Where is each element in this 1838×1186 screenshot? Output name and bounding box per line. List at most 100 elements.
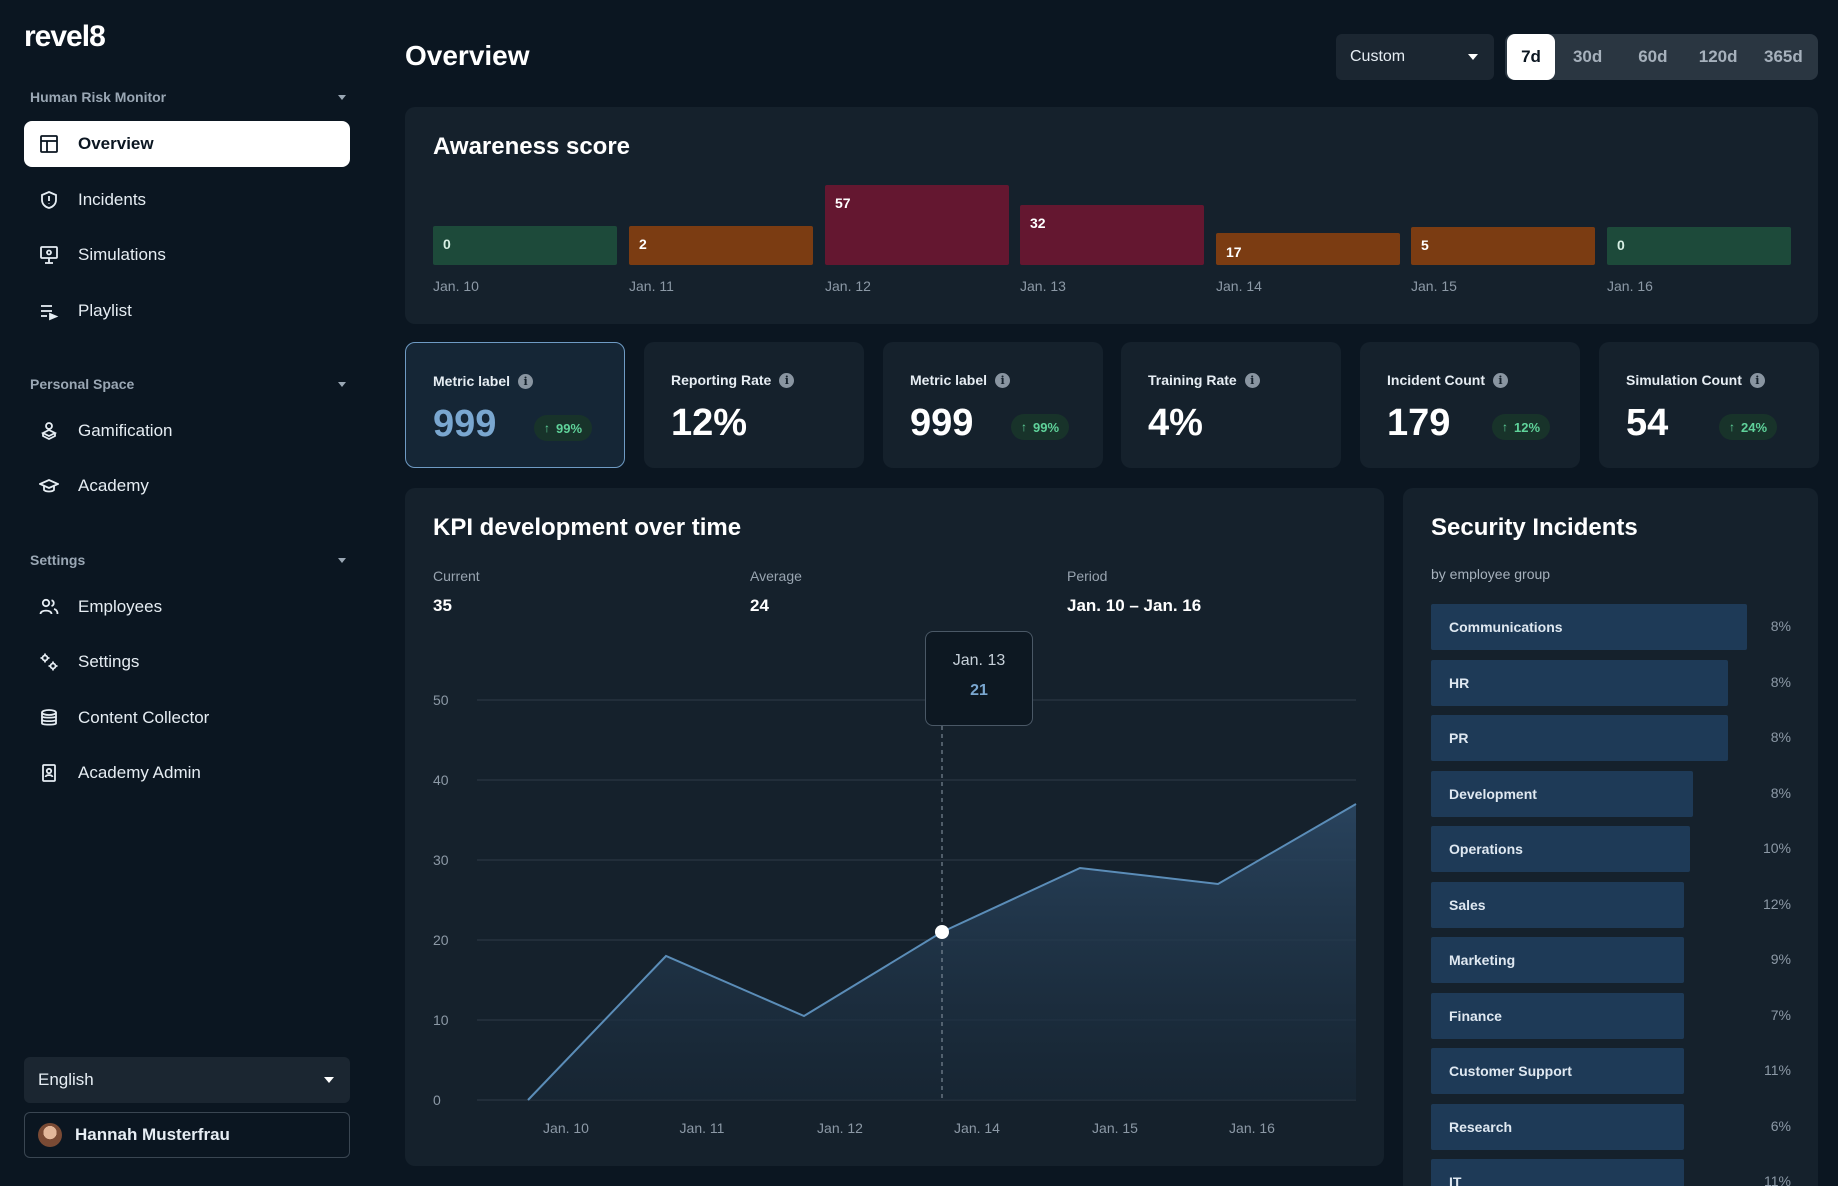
awareness-bar[interactable]: 17	[1216, 233, 1400, 265]
period-60d[interactable]: 60d	[1638, 47, 1668, 66]
section-settings[interactable]: Settings	[30, 552, 346, 568]
incident-group-row[interactable]: HR 8%	[1431, 659, 1791, 706]
sidebar-item-employees[interactable]: Employees	[24, 584, 350, 630]
presentation-icon	[38, 244, 60, 266]
tooltip-date: Jan. 13	[952, 652, 1006, 669]
incident-group-bar: Customer Support	[1431, 1048, 1684, 1094]
period-120d[interactable]: 120d	[1698, 47, 1738, 66]
sidebar-item-playlist[interactable]: Playlist	[24, 288, 350, 334]
section-title: Human Risk Monitor	[30, 89, 167, 105]
incident-group-bar: PR	[1431, 715, 1728, 761]
info-icon[interactable]: i	[1244, 372, 1260, 388]
trend-value: 99%	[556, 420, 583, 436]
x-tick-label: Jan. 12	[817, 1120, 863, 1136]
awareness-bar[interactable]: 0	[1607, 227, 1791, 265]
section-title: Personal Space	[30, 376, 135, 392]
awareness-bar[interactable]: 57	[825, 185, 1009, 265]
awareness-date: Jan. 10	[433, 278, 479, 294]
trend-badge: ↑ 12%	[1492, 414, 1551, 440]
incident-group-row[interactable]: Marketing 9%	[1431, 937, 1791, 983]
incident-group-row[interactable]: Operations 10%	[1431, 826, 1791, 872]
trend-badge: ↑ 99%	[534, 415, 593, 441]
date-range-select[interactable]: Custom	[1336, 34, 1494, 80]
app-logo: revel8	[24, 20, 106, 53]
metric-label: Metric label	[910, 372, 988, 388]
metric-label: Incident Count	[1387, 372, 1485, 388]
incident-group-row[interactable]: Customer Support 11%	[1431, 1048, 1791, 1094]
x-tick-label: Jan. 10	[543, 1120, 589, 1136]
incident-group-row[interactable]: Sales 12%	[1431, 881, 1791, 928]
awareness-score-card: Awareness score 0 2 57 32 17 5 0 Jan. 10…	[405, 107, 1818, 324]
y-tick-label: 20	[433, 932, 449, 948]
sidebar-item-settings[interactable]: Settings	[24, 639, 350, 685]
incident-group-row[interactable]: Finance 7%	[1431, 992, 1791, 1039]
sidebar-item-academy[interactable]: Academy	[24, 463, 350, 509]
sidebar-item-incidents[interactable]: Incidents	[24, 177, 350, 223]
period-7d[interactable]: 7d	[1507, 34, 1555, 80]
incident-group-row[interactable]: Research 6%	[1431, 1103, 1791, 1150]
user-menu[interactable]: Hannah Musterfrau	[24, 1112, 350, 1158]
sidebar-item-simulations[interactable]: Simulations	[24, 232, 350, 278]
y-tick-label: 10	[433, 1012, 449, 1028]
x-tick-label: Jan. 15	[1092, 1120, 1138, 1136]
layout-icon	[38, 133, 60, 155]
sidebar-item-label: Academy Admin	[78, 763, 201, 782]
card-subtitle: by employee group	[1431, 566, 1551, 582]
metric-card[interactable]: Metric label i 999 ↑ 99%	[883, 342, 1103, 468]
arrow-up-icon: ↑	[544, 421, 550, 435]
incident-group-bar: Operations	[1431, 826, 1690, 872]
period-365d[interactable]: 365d	[1764, 47, 1803, 66]
trophy-icon	[38, 420, 60, 442]
metric-card-training-rate[interactable]: Training Rate i 4%	[1121, 342, 1341, 468]
language-select[interactable]: English	[24, 1057, 350, 1103]
sidebar-item-overview[interactable]: Overview	[24, 121, 350, 167]
info-icon[interactable]: i	[518, 373, 534, 389]
y-tick-label: 0	[433, 1092, 441, 1108]
metric-value: 4%	[1148, 402, 1203, 444]
period-30d[interactable]: 30d	[1572, 47, 1603, 66]
metric-label: Training Rate	[1148, 372, 1237, 388]
sidebar-item-label: Incidents	[78, 190, 147, 209]
info-icon[interactable]: i	[1493, 372, 1508, 388]
incident-group-percent: 11%	[1764, 1173, 1791, 1186]
awareness-bar[interactable]: 2	[629, 226, 813, 265]
incident-group-row[interactable]: PR 8%	[1431, 715, 1791, 761]
incident-group-name: Development	[1449, 785, 1537, 802]
language-value: English	[38, 1070, 94, 1089]
metric-card-incident-count[interactable]: Incident Count i 179 ↑ 12%	[1360, 342, 1580, 468]
incident-group-row[interactable]: Communications 8%	[1431, 604, 1791, 650]
section-human-risk-monitor[interactable]: Human Risk Monitor	[30, 89, 346, 105]
incident-group-percent: 12%	[1762, 895, 1791, 912]
metric-label: Reporting Rate	[671, 372, 772, 388]
incident-group-row[interactable]: IT 11%	[1431, 1159, 1791, 1186]
trend-value: 12%	[1514, 419, 1541, 435]
date-range-value: Custom	[1350, 48, 1406, 65]
metric-card-simulation-count[interactable]: Simulation Count i 54 ↑ 24%	[1599, 342, 1819, 468]
users-icon	[38, 596, 60, 618]
awareness-bar[interactable]: 32	[1020, 205, 1204, 265]
info-icon[interactable]: i	[1749, 372, 1765, 388]
chevron-down-icon	[338, 94, 346, 100]
sidebar-item-academy-admin[interactable]: Academy Admin	[24, 750, 350, 796]
metric-card-reporting-rate[interactable]: Reporting Rate i 12%	[644, 342, 864, 468]
trend-value: 99%	[1033, 419, 1060, 435]
info-icon[interactable]: i	[995, 372, 1011, 388]
y-tick-label: 30	[433, 852, 449, 868]
sidebar-item-label: Simulations	[78, 245, 166, 264]
metric-value: 54	[1626, 402, 1669, 444]
x-tick-label: Jan. 16	[1229, 1120, 1275, 1136]
sidebar-item-gamification[interactable]: Gamification	[24, 408, 350, 454]
sidebar-item-content-collector[interactable]: Content Collector	[24, 695, 350, 741]
section-personal-space[interactable]: Personal Space	[30, 376, 346, 392]
highlight-point[interactable]	[935, 925, 949, 939]
awareness-bar[interactable]: 5	[1411, 227, 1595, 265]
metric-value: 999	[433, 403, 497, 445]
incident-group-bar: IT	[1431, 1159, 1684, 1186]
x-tick-label: Jan. 11	[680, 1120, 725, 1136]
incident-group-bar: Finance	[1431, 992, 1684, 1039]
awareness-bar[interactable]: 0	[433, 226, 617, 265]
incident-group-row[interactable]: Development 8%	[1431, 770, 1791, 817]
info-icon[interactable]: i	[779, 372, 795, 388]
metric-card[interactable]: Metric label i 999 ↑ 99%	[405, 342, 625, 468]
incident-group-percent: 8%	[1770, 618, 1791, 634]
